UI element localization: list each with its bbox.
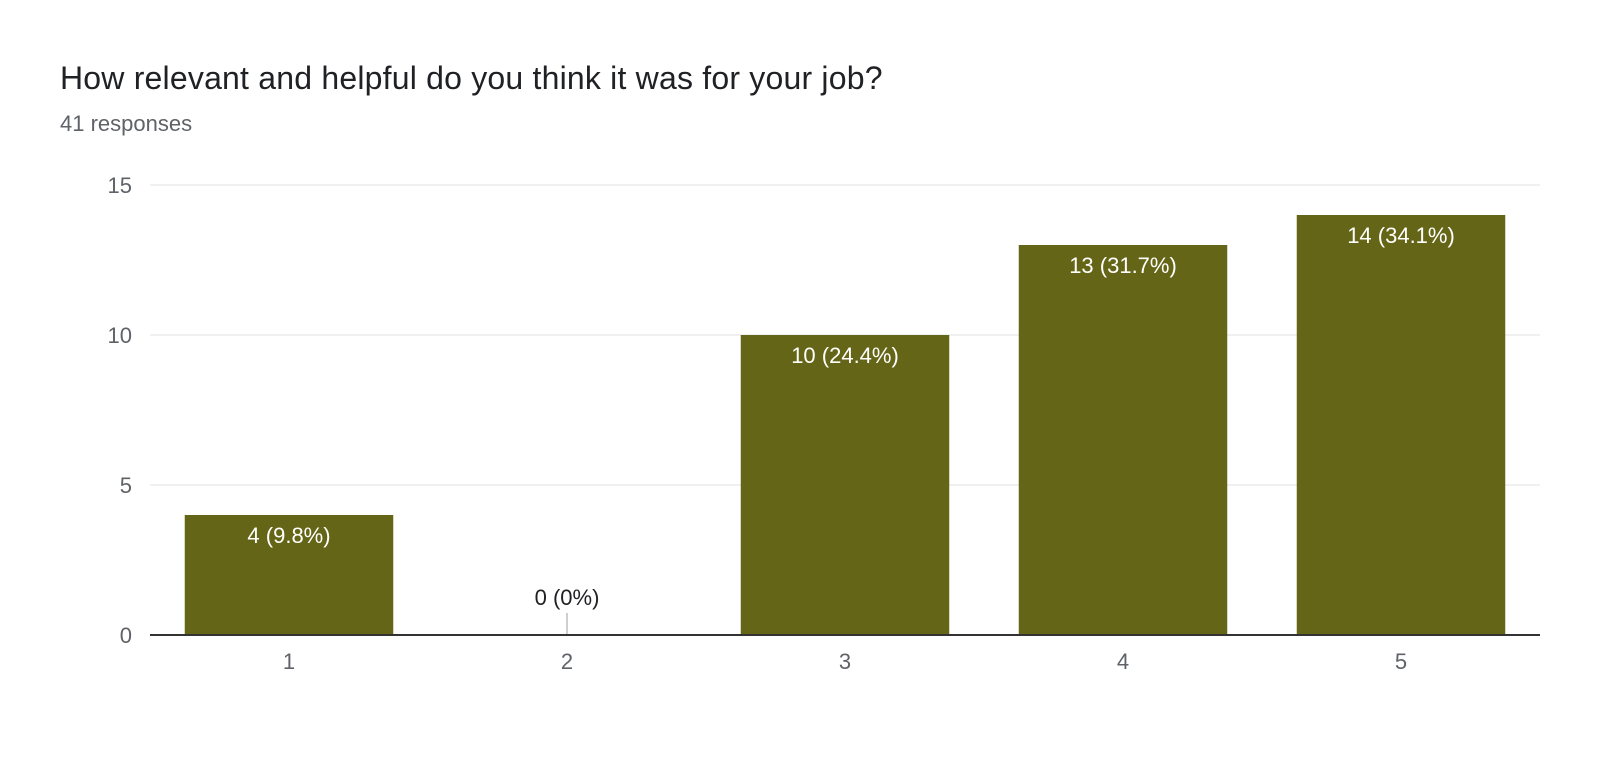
bar-value-label: 14 (34.1%) [1347, 223, 1455, 248]
y-tick-label: 5 [120, 473, 132, 498]
x-tick-label: 3 [839, 649, 851, 674]
y-tick-label: 0 [120, 623, 132, 648]
y-tick-label: 10 [108, 323, 132, 348]
bar-value-label: 13 (31.7%) [1069, 253, 1177, 278]
chart-svg: 0 5 10 15 4 (9.8%) 1 0 (0%) 2 10 (24.4%) 3 13 (31.… [60, 175, 1540, 695]
bar-chart: 0 5 10 15 4 (9.8%) 1 0 (0%) 2 10 (24.4%) 3 13 (31.… [60, 175, 1540, 695]
x-tick-label: 5 [1395, 649, 1407, 674]
y-tick-label: 15 [108, 175, 132, 198]
chart-container: How relevant and helpful do you think it… [0, 0, 1600, 735]
x-tick-label: 2 [561, 649, 573, 674]
chart-title: How relevant and helpful do you think it… [60, 60, 1540, 97]
x-tick-label: 4 [1117, 649, 1129, 674]
bar [1019, 245, 1228, 635]
bar [1297, 215, 1506, 635]
bar-value-label: 10 (24.4%) [791, 343, 899, 368]
bar [741, 335, 950, 635]
bar-value-label: 0 (0%) [535, 585, 600, 610]
x-tick-label: 1 [283, 649, 295, 674]
bar-value-label: 4 (9.8%) [247, 523, 330, 548]
response-count: 41 responses [60, 111, 1540, 137]
